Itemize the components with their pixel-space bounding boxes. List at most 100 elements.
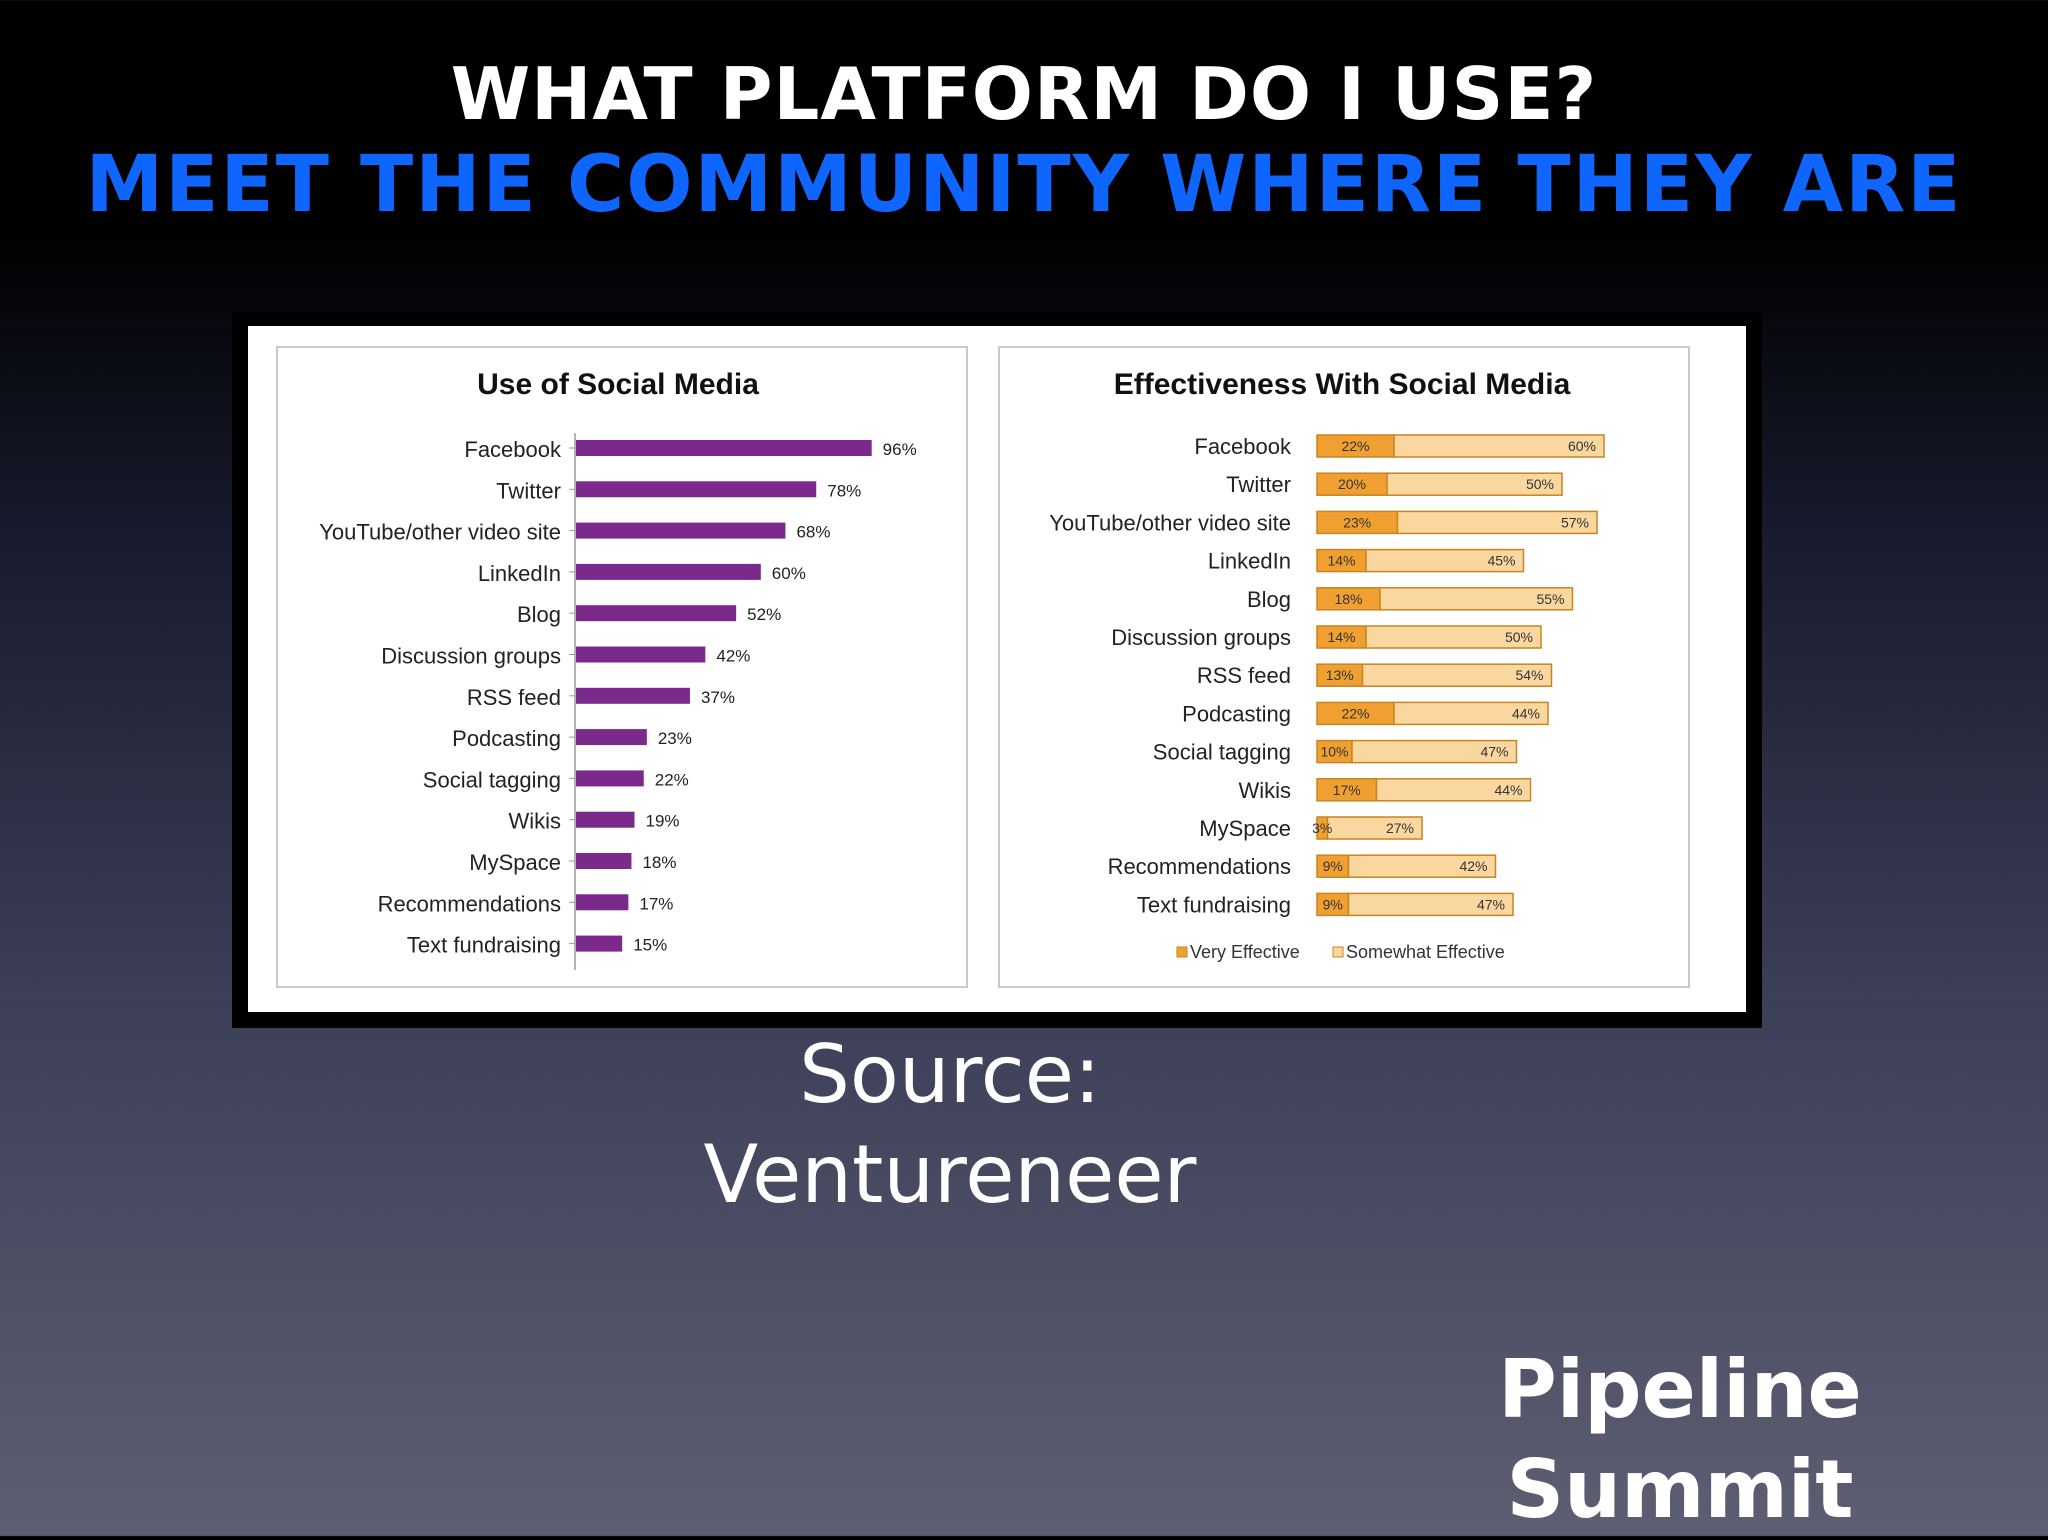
- very-effective-value-label: 14%: [1327, 629, 1355, 645]
- usage-bar: [576, 563, 761, 580]
- usage-value-label: 22%: [655, 770, 689, 789]
- usage-category-label: Wikis: [508, 809, 561, 834]
- somewhat-effective-value-label: 50%: [1505, 629, 1533, 645]
- very-effective-value-label: 23%: [1343, 514, 1371, 530]
- very-effective-value-label: 20%: [1338, 476, 1366, 492]
- very-effective-value-label: 14%: [1327, 553, 1355, 569]
- usage-category-label: RSS feed: [467, 685, 561, 710]
- usage-value-label: 17%: [639, 894, 673, 913]
- somewhat-effective-bar: [1365, 625, 1542, 649]
- somewhat-effective-bar: [1393, 701, 1549, 726]
- effectiveness-category-label: Social tagging: [1153, 740, 1291, 765]
- usage-chart-title: Use of Social Media: [477, 368, 759, 401]
- very-effective-value-label: 17%: [1333, 782, 1361, 798]
- very-effective-value-label: 9%: [1323, 896, 1343, 912]
- somewhat-effective-value-label: 50%: [1526, 476, 1554, 492]
- usage-value-label: 19%: [646, 812, 680, 831]
- usage-bar: [576, 853, 632, 869]
- somewhat-effective-bar: [1326, 816, 1423, 840]
- source-label: Source:: [799, 1028, 1101, 1121]
- usage-value-label: 96%: [883, 440, 917, 459]
- somewhat-effective-value-label: 47%: [1477, 896, 1505, 912]
- usage-category-label: MySpace: [469, 850, 561, 875]
- usage-bar: [576, 935, 623, 952]
- effectiveness-chart-panel: Effectiveness With Social Media Facebook…: [998, 346, 1690, 988]
- slide-subtitle: MEET THE COMMUNITY WHERE THEY ARE: [85, 140, 1963, 230]
- usage-bar: [576, 522, 786, 539]
- usage-value-label: 60%: [772, 564, 806, 583]
- somewhat-effective-value-label: 55%: [1536, 591, 1564, 607]
- somewhat-effective-bar: [1386, 472, 1563, 496]
- somewhat-effective-value-label: 27%: [1386, 820, 1414, 836]
- usage-category-label: LinkedIn: [478, 561, 561, 586]
- effectiveness-chart-title: Effectiveness With Social Media: [1114, 368, 1571, 401]
- very-effective-value-label: 3%: [1312, 820, 1332, 836]
- somewhat-effective-bar: [1347, 854, 1497, 878]
- usage-value-label: 42%: [716, 647, 750, 666]
- effectiveness-category-label: YouTube/other video site: [1049, 510, 1291, 535]
- somewhat-effective-value-label: 45%: [1487, 553, 1515, 569]
- usage-bar: [576, 770, 644, 787]
- usage-bar: [576, 811, 635, 828]
- usage-category-label: YouTube/other video site: [319, 520, 561, 545]
- usage-bar: [576, 894, 629, 911]
- somewhat-effective-bar: [1365, 548, 1525, 573]
- usage-chart: Use of Social Media Facebook 96% Twitter 78…: [319, 368, 917, 970]
- effectiveness-category-label: Wikis: [1238, 778, 1291, 803]
- usage-category-label: Text fundraising: [407, 933, 561, 958]
- usage-value-label: 18%: [642, 853, 676, 872]
- effectiveness-category-label: Podcasting: [1182, 701, 1291, 726]
- effectiveness-category-label: Facebook: [1194, 434, 1292, 459]
- source-note: Source: Ventureneer: [640, 1025, 1260, 1225]
- usage-category-label: Recommendations: [378, 891, 561, 916]
- usage-bar: [576, 646, 706, 663]
- very-effective-value-label: 9%: [1323, 858, 1343, 874]
- source-name: Ventureneer: [703, 1128, 1197, 1221]
- brand-line-1: Pipeline: [1498, 1343, 1862, 1436]
- somewhat-effective-bar: [1347, 892, 1514, 917]
- somewhat-effective-value-label: 54%: [1515, 667, 1543, 683]
- very-effective-value-label: 22%: [1341, 705, 1369, 721]
- usage-value-label: 78%: [827, 481, 861, 500]
- usage-category-label: Discussion groups: [381, 644, 561, 669]
- legend-label-somewhat-effective: Somewhat Effective: [1346, 942, 1505, 962]
- somewhat-effective-bar: [1393, 434, 1605, 458]
- brand-line-2: Summit: [1506, 1443, 1854, 1536]
- effectiveness-category-label: Blog: [1247, 587, 1291, 612]
- usage-category-label: Blog: [517, 602, 561, 627]
- effectiveness-category-label: Twitter: [1226, 472, 1291, 497]
- usage-bar: [576, 481, 817, 498]
- effectiveness-category-label: Text fundraising: [1137, 892, 1291, 917]
- effectiveness-category-label: LinkedIn: [1208, 549, 1291, 574]
- usage-value-label: 37%: [701, 688, 735, 707]
- usage-category-label: Podcasting: [452, 726, 561, 751]
- usage-value-label: 23%: [658, 729, 692, 748]
- effectiveness-category-label: Recommendations: [1108, 854, 1291, 879]
- brand-name: Pipeline Summit: [1470, 1340, 1890, 1540]
- usage-value-label: 68%: [796, 523, 830, 542]
- somewhat-effective-value-label: 57%: [1561, 514, 1589, 530]
- slide-title: WHAT PLATFORM DO I USE?: [450, 52, 1598, 136]
- very-effective-value-label: 13%: [1326, 667, 1354, 683]
- very-effective-value-label: 10%: [1320, 744, 1348, 760]
- usage-category-label: Twitter: [496, 478, 561, 503]
- somewhat-effective-value-label: 60%: [1568, 438, 1596, 454]
- effectiveness-chart: Effectiveness With Social Media Facebook…: [1049, 368, 1605, 962]
- usage-bar: [576, 687, 690, 704]
- very-effective-value-label: 22%: [1341, 438, 1369, 454]
- somewhat-effective-bar: [1375, 778, 1532, 802]
- somewhat-effective-value-label: 42%: [1459, 858, 1487, 874]
- somewhat-effective-value-label: 44%: [1494, 782, 1522, 798]
- usage-bar: [576, 729, 647, 746]
- legend-label-very-effective: Very Effective: [1190, 942, 1300, 962]
- usage-bar: [576, 440, 872, 456]
- legend-swatch-very-effective: [1176, 946, 1188, 958]
- very-effective-value-label: 18%: [1334, 591, 1362, 607]
- usage-value-label: 15%: [633, 936, 667, 955]
- somewhat-effective-value-label: 47%: [1480, 744, 1508, 760]
- usage-chart-panel: Use of Social Media Facebook 96% Twitter 78…: [276, 346, 968, 988]
- somewhat-effective-bar: [1361, 663, 1553, 687]
- effectiveness-category-label: RSS feed: [1197, 663, 1291, 688]
- usage-category-label: Facebook: [464, 437, 562, 462]
- effectiveness-category-label: MySpace: [1199, 816, 1291, 841]
